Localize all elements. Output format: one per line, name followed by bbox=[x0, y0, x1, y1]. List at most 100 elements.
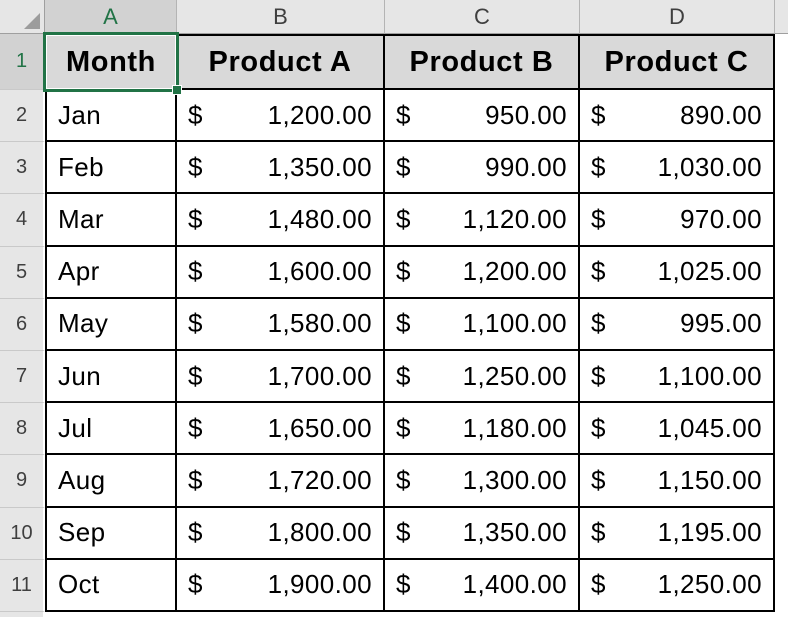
cell-value: 1,350.00 bbox=[462, 517, 567, 548]
row-header-7[interactable]: 7 bbox=[0, 350, 45, 404]
currency-symbol: $ bbox=[396, 464, 411, 495]
cell-value: 1,250.00 bbox=[462, 360, 567, 391]
column-header-A[interactable]: A bbox=[45, 0, 177, 34]
cell-B1[interactable]: Product A bbox=[177, 34, 385, 90]
currency-symbol: $ bbox=[396, 99, 411, 130]
row-header-1[interactable]: 1 bbox=[0, 34, 45, 90]
cell-B2[interactable]: $ 1,200.00 bbox=[177, 90, 385, 143]
cell-C1[interactable]: Product B bbox=[385, 34, 580, 90]
cell-value: 995.00 bbox=[680, 308, 762, 339]
cell-B4[interactable]: $ 1,480.00 bbox=[177, 194, 385, 247]
cell-C5[interactable]: $ 1,200.00 bbox=[385, 246, 580, 299]
cell-D8[interactable]: $ 1,045.00 bbox=[580, 403, 775, 456]
cell-value: 1,400.00 bbox=[462, 569, 567, 600]
currency-symbol: $ bbox=[188, 99, 203, 130]
cell-C9[interactable]: $ 1,300.00 bbox=[385, 455, 580, 508]
cell-B6[interactable]: $ 1,580.00 bbox=[177, 298, 385, 351]
cell-A9[interactable]: Aug bbox=[45, 455, 177, 508]
cell-C2[interactable]: $ 950.00 bbox=[385, 90, 580, 143]
column-header-B[interactable]: B bbox=[177, 0, 385, 34]
cell-value: 1,120.00 bbox=[462, 203, 567, 234]
cell-A4[interactable]: Mar bbox=[45, 194, 177, 247]
row-header-3[interactable]: 3 bbox=[0, 142, 45, 195]
row-header-5[interactable]: 5 bbox=[0, 246, 45, 299]
cell-A10[interactable]: Sep bbox=[45, 507, 177, 560]
cell-A5[interactable]: Apr bbox=[45, 246, 177, 299]
currency-symbol: $ bbox=[591, 203, 606, 234]
cell-D11[interactable]: $ 1,250.00 bbox=[580, 559, 775, 612]
cell-A8[interactable]: Jul bbox=[45, 403, 177, 456]
currency-symbol: $ bbox=[591, 360, 606, 391]
cell-value: 1,025.00 bbox=[657, 256, 762, 287]
cell-value: 1,700.00 bbox=[267, 360, 372, 391]
cell-value: 1,720.00 bbox=[267, 464, 372, 495]
currency-symbol: $ bbox=[188, 151, 203, 182]
cell-value: 1,580.00 bbox=[267, 308, 372, 339]
cell-A2[interactable]: Jan bbox=[45, 90, 177, 143]
row-header-11[interactable]: 11 bbox=[0, 559, 45, 612]
cell-C3[interactable]: $ 990.00 bbox=[385, 142, 580, 195]
cell-B9[interactable]: $ 1,720.00 bbox=[177, 455, 385, 508]
row-header-2[interactable]: 2 bbox=[0, 90, 45, 143]
currency-symbol: $ bbox=[188, 308, 203, 339]
cell-B3[interactable]: $ 1,350.00 bbox=[177, 142, 385, 195]
cell-C11[interactable]: $ 1,400.00 bbox=[385, 559, 580, 612]
cell-value: 1,600.00 bbox=[267, 256, 372, 287]
cell-D1[interactable]: Product C bbox=[580, 34, 775, 90]
cell-A3[interactable]: Feb bbox=[45, 142, 177, 195]
currency-symbol: $ bbox=[188, 360, 203, 391]
cell-value: 1,200.00 bbox=[267, 99, 372, 130]
currency-symbol: $ bbox=[591, 256, 606, 287]
cell-value: 950.00 bbox=[485, 99, 567, 130]
cell-B5[interactable]: $ 1,600.00 bbox=[177, 246, 385, 299]
cell-A7[interactable]: Jun bbox=[45, 350, 177, 404]
cell-value: 1,650.00 bbox=[267, 412, 372, 443]
cell-C10[interactable]: $ 1,350.00 bbox=[385, 507, 580, 560]
cell-value: 1,200.00 bbox=[462, 256, 567, 287]
row-header-6[interactable]: 6 bbox=[0, 298, 45, 351]
column-header-C[interactable]: C bbox=[385, 0, 580, 34]
cell-A11[interactable]: Oct bbox=[45, 559, 177, 612]
cell-D4[interactable]: $ 970.00 bbox=[580, 194, 775, 247]
cell-B11[interactable]: $ 1,900.00 bbox=[177, 559, 385, 612]
cell-A1[interactable]: Month bbox=[45, 34, 177, 90]
cell-value: 1,800.00 bbox=[267, 517, 372, 548]
cell-D5[interactable]: $ 1,025.00 bbox=[580, 246, 775, 299]
cell-D3[interactable]: $ 1,030.00 bbox=[580, 142, 775, 195]
cell-D10[interactable]: $ 1,195.00 bbox=[580, 507, 775, 560]
cell-A6[interactable]: May bbox=[45, 298, 177, 351]
cell-D9[interactable]: $ 1,150.00 bbox=[580, 455, 775, 508]
currency-symbol: $ bbox=[591, 412, 606, 443]
column-header-D[interactable]: D bbox=[580, 0, 775, 34]
cell-B7[interactable]: $ 1,700.00 bbox=[177, 350, 385, 404]
row-header-8[interactable]: 8 bbox=[0, 403, 45, 456]
cell-D2[interactable]: $ 890.00 bbox=[580, 90, 775, 143]
cell-value: 1,045.00 bbox=[657, 412, 762, 443]
cell-C6[interactable]: $ 1,100.00 bbox=[385, 298, 580, 351]
cell-D6[interactable]: $ 995.00 bbox=[580, 298, 775, 351]
cell-C7[interactable]: $ 1,250.00 bbox=[385, 350, 580, 404]
currency-symbol: $ bbox=[591, 99, 606, 130]
select-all-button[interactable] bbox=[0, 0, 45, 34]
row-header-10[interactable]: 10 bbox=[0, 507, 45, 560]
cell-C4[interactable]: $ 1,120.00 bbox=[385, 194, 580, 247]
cell-value: 1,300.00 bbox=[462, 464, 567, 495]
row-header-9[interactable]: 9 bbox=[0, 455, 45, 508]
cell-D7[interactable]: $ 1,100.00 bbox=[580, 350, 775, 404]
cell-value: 1,195.00 bbox=[657, 517, 762, 548]
cell-value: 1,150.00 bbox=[657, 464, 762, 495]
cell-value: 970.00 bbox=[680, 203, 762, 234]
cell-C8[interactable]: $ 1,180.00 bbox=[385, 403, 580, 456]
cell-value: 1,480.00 bbox=[267, 203, 372, 234]
row-header-4[interactable]: 4 bbox=[0, 194, 45, 247]
cell-B10[interactable]: $ 1,800.00 bbox=[177, 507, 385, 560]
column-header-E-partial[interactable] bbox=[775, 0, 788, 34]
currency-symbol: $ bbox=[396, 256, 411, 287]
currency-symbol: $ bbox=[188, 569, 203, 600]
cell-value: 1,180.00 bbox=[462, 412, 567, 443]
currency-symbol: $ bbox=[591, 464, 606, 495]
currency-symbol: $ bbox=[188, 412, 203, 443]
row-header-12-partial[interactable] bbox=[0, 611, 45, 617]
cell-B8[interactable]: $ 1,650.00 bbox=[177, 403, 385, 456]
